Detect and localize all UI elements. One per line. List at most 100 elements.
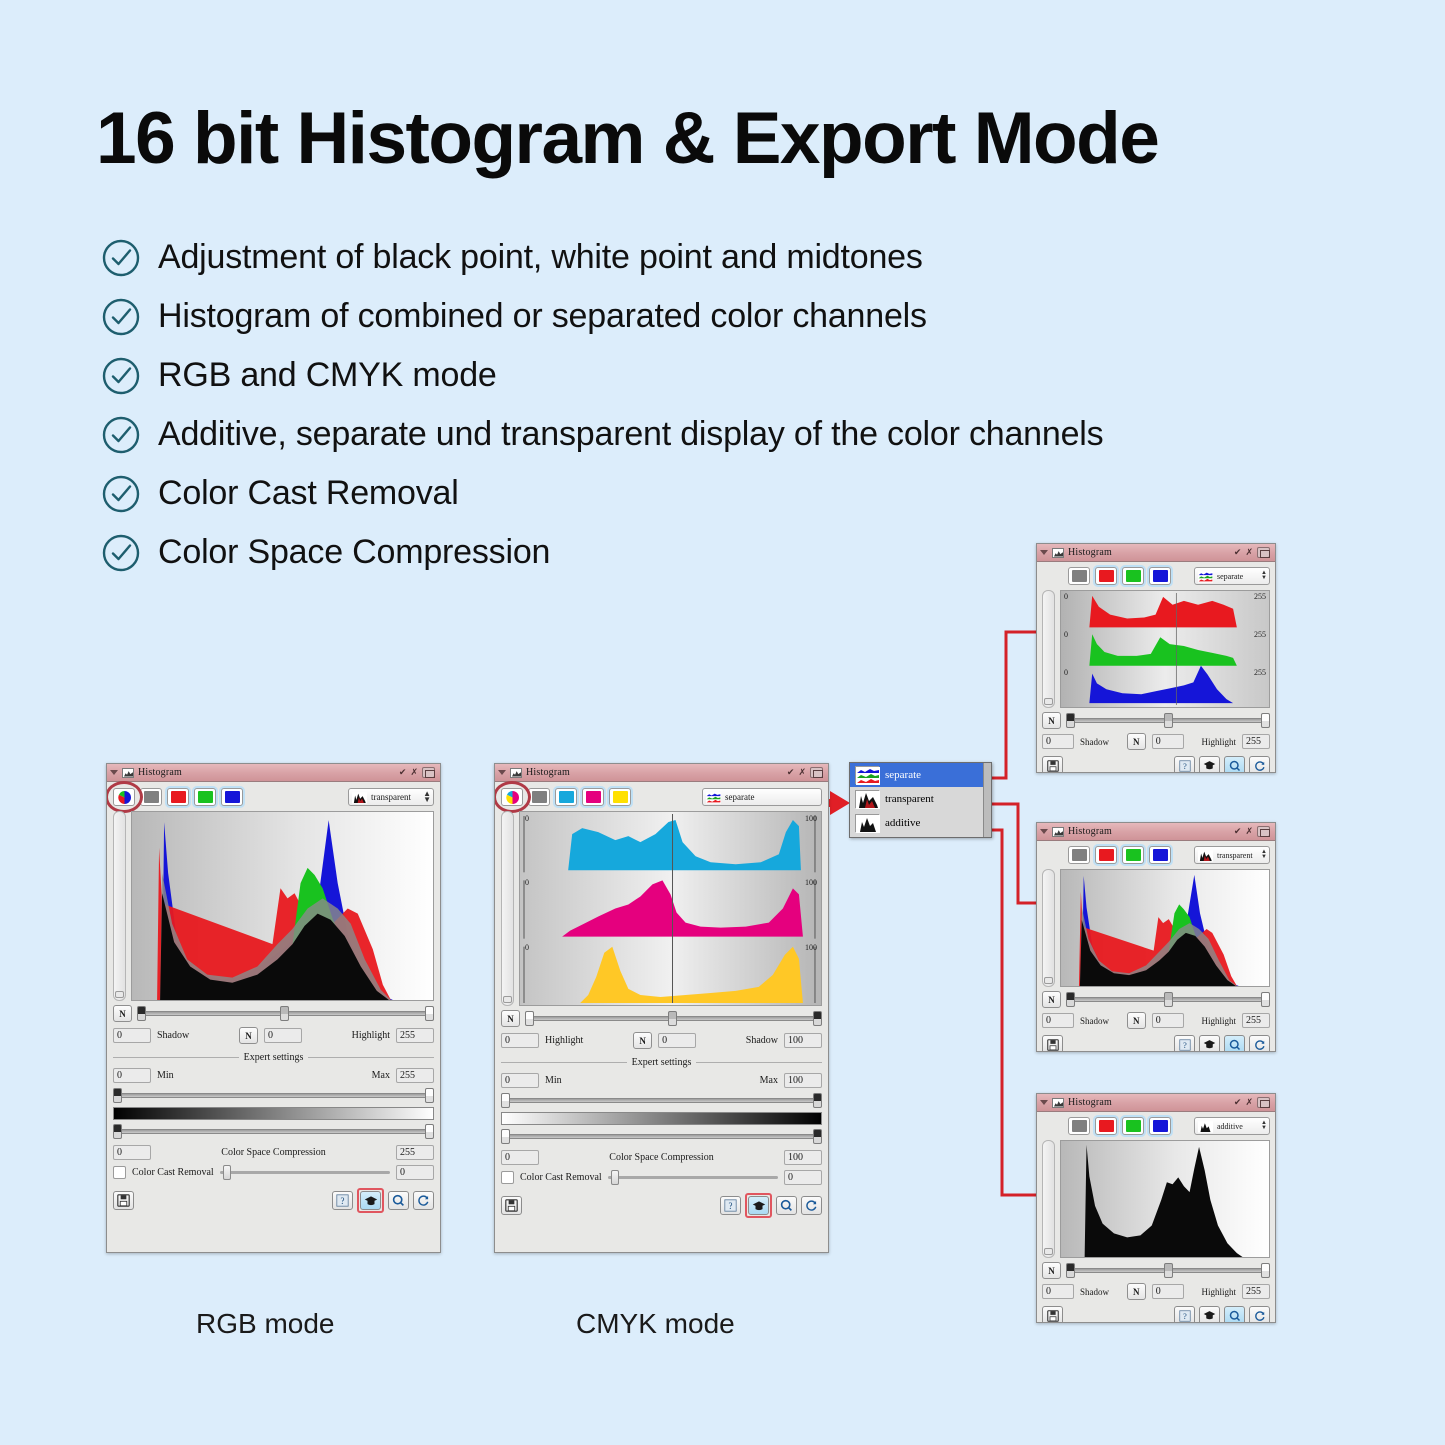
display-mode-select[interactable]: transparent ▲ ▼ — [1194, 846, 1270, 864]
compression-max-handle[interactable] — [813, 1093, 822, 1108]
refresh-icon[interactable] — [801, 1196, 822, 1215]
highlight-handle[interactable] — [525, 1011, 534, 1026]
menu-item-additive[interactable]: additive — [850, 811, 991, 835]
channel-chip-green[interactable] — [1122, 1117, 1144, 1135]
vertical-scale-slider[interactable] — [113, 811, 126, 1001]
tone-range-slider[interactable] — [525, 1010, 822, 1027]
save-icon[interactable] — [1042, 1306, 1063, 1322]
refresh-icon[interactable] — [1249, 1035, 1270, 1051]
midtone-input[interactable]: 0 — [658, 1033, 697, 1048]
stepper-icon[interactable]: ▲ ▼ — [423, 789, 431, 804]
csc-max-input[interactable]: 255 — [396, 1145, 434, 1160]
channel-chip-green[interactable] — [194, 788, 216, 806]
channel-chip-composite[interactable] — [501, 788, 523, 806]
highlight-handle[interactable] — [1261, 992, 1270, 1007]
display-mode-dropdown-menu[interactable]: separate transparent additive — [849, 762, 992, 838]
histogram-window-cmyk[interactable]: Histogram ✔ ✗ s — [494, 763, 829, 1253]
tone-range-slider-row[interactable]: N — [113, 1005, 434, 1022]
graduation-cap-icon[interactable] — [1199, 1306, 1220, 1322]
tone-range-slider[interactable] — [137, 1005, 434, 1022]
channel-chip-gray[interactable] — [1068, 846, 1090, 864]
min-input[interactable]: 0 — [113, 1068, 151, 1083]
channel-chip-blue[interactable] — [1149, 1117, 1171, 1135]
confirm-icon[interactable]: ✔ — [1233, 1097, 1242, 1107]
compression-min-handle[interactable] — [501, 1093, 510, 1108]
collapse-arrow-icon[interactable] — [1040, 1100, 1048, 1105]
save-icon[interactable] — [1042, 756, 1063, 772]
csc-min-input[interactable]: 0 — [501, 1150, 539, 1165]
dock-icon[interactable] — [1257, 1097, 1270, 1108]
shadow-handle[interactable] — [1066, 1263, 1075, 1278]
tone-range-slider-row[interactable]: N — [1042, 991, 1270, 1008]
slider-knob[interactable] — [503, 996, 512, 1003]
help-icon[interactable]: ? — [1174, 1035, 1195, 1051]
histogram-window-separate[interactable]: Histogram ✔ ✗ separate ▲ ▼ — [1036, 543, 1276, 773]
channel-chip-red[interactable] — [1095, 1117, 1117, 1135]
neutral-button-mid[interactable]: N — [633, 1032, 653, 1049]
magnifier-icon[interactable] — [388, 1191, 409, 1210]
channel-chip-green[interactable] — [1122, 567, 1144, 585]
highlight-handle[interactable] — [1261, 713, 1270, 728]
channel-chip-green[interactable] — [1122, 846, 1144, 864]
compression-slider-bottom[interactable] — [113, 1123, 434, 1140]
max-input[interactable]: 100 — [784, 1073, 822, 1088]
dropdown-scrollbar[interactable] — [983, 763, 991, 837]
channel-chip-gray[interactable] — [1068, 1117, 1090, 1135]
channel-chip-magenta[interactable] — [582, 788, 604, 806]
stepper-icon[interactable]: ▲ ▼ — [1261, 849, 1267, 860]
color-cast-removal-value[interactable]: 0 — [784, 1170, 822, 1185]
display-mode-select[interactable]: separate — [702, 788, 822, 806]
channel-chip-red[interactable] — [1095, 567, 1117, 585]
tone-range-slider[interactable] — [1066, 712, 1270, 729]
tone-range-slider[interactable] — [1066, 1262, 1270, 1279]
midtone-handle[interactable] — [1163, 992, 1173, 1007]
compression-slider-bottom[interactable] — [501, 1128, 822, 1145]
channel-chip-yellow[interactable] — [609, 788, 631, 806]
shadow-handle[interactable] — [1066, 992, 1075, 1007]
close-icon[interactable]: ✗ — [1245, 1097, 1253, 1107]
menu-item-transparent[interactable]: transparent — [850, 787, 991, 811]
highlight-handle[interactable] — [425, 1006, 434, 1021]
close-icon[interactable]: ✗ — [798, 767, 806, 777]
neutral-button-mid[interactable]: N — [1126, 733, 1146, 750]
midtone-handle[interactable] — [1163, 1263, 1173, 1278]
tone-range-slider-row[interactable]: N — [1042, 1262, 1270, 1279]
compression-slider-top[interactable] — [113, 1087, 434, 1104]
highlight-input[interactable]: 255 — [1242, 734, 1271, 749]
shadow-handle[interactable] — [813, 1011, 822, 1026]
histogram-window-rgb[interactable]: Histogram ✔ ✗ t — [106, 763, 441, 1253]
shadow-input[interactable]: 0 — [1042, 1013, 1074, 1028]
highlight-input[interactable]: 255 — [1242, 1284, 1271, 1299]
refresh-icon[interactable] — [1249, 1306, 1270, 1322]
vertical-scale-slider[interactable] — [1042, 869, 1055, 987]
titlebar[interactable]: Histogram ✔ ✗ — [495, 764, 828, 782]
midtone-handle[interactable] — [667, 1011, 677, 1026]
dock-icon[interactable] — [422, 767, 435, 778]
neutral-button[interactable]: N — [501, 1010, 520, 1027]
shadow-handle[interactable] — [1066, 713, 1075, 728]
compression-out-max-handle[interactable] — [813, 1129, 822, 1144]
help-icon[interactable]: ? — [332, 1191, 353, 1210]
shadow-handle[interactable] — [137, 1006, 146, 1021]
graduation-cap-icon[interactable] — [1199, 1035, 1220, 1051]
save-icon[interactable] — [501, 1196, 522, 1215]
confirm-icon[interactable]: ✔ — [1233, 826, 1242, 836]
compression-min-handle[interactable] — [113, 1088, 122, 1103]
color-cast-removal-checkbox[interactable] — [113, 1166, 126, 1179]
close-icon[interactable]: ✗ — [1245, 547, 1253, 557]
csc-min-input[interactable]: 0 — [113, 1145, 151, 1160]
compression-out-min-handle[interactable] — [113, 1124, 122, 1139]
compression-out-min-handle[interactable] — [501, 1129, 510, 1144]
color-cast-removal-slider[interactable] — [607, 1170, 778, 1185]
csc-max-input[interactable]: 100 — [784, 1150, 822, 1165]
compression-out-max-handle[interactable] — [425, 1124, 434, 1139]
titlebar[interactable]: Histogram ✔ ✗ — [1037, 544, 1275, 562]
midtone-input[interactable]: 0 — [1151, 1284, 1184, 1299]
tone-range-slider[interactable] — [1066, 991, 1270, 1008]
confirm-icon[interactable]: ✔ — [1233, 547, 1242, 557]
magnifier-icon[interactable] — [1224, 1306, 1245, 1322]
graduation-cap-icon[interactable] — [748, 1196, 769, 1215]
channel-chip-blue[interactable] — [221, 788, 243, 806]
vertical-scale-slider[interactable] — [1042, 590, 1055, 708]
close-icon[interactable]: ✗ — [410, 767, 418, 777]
